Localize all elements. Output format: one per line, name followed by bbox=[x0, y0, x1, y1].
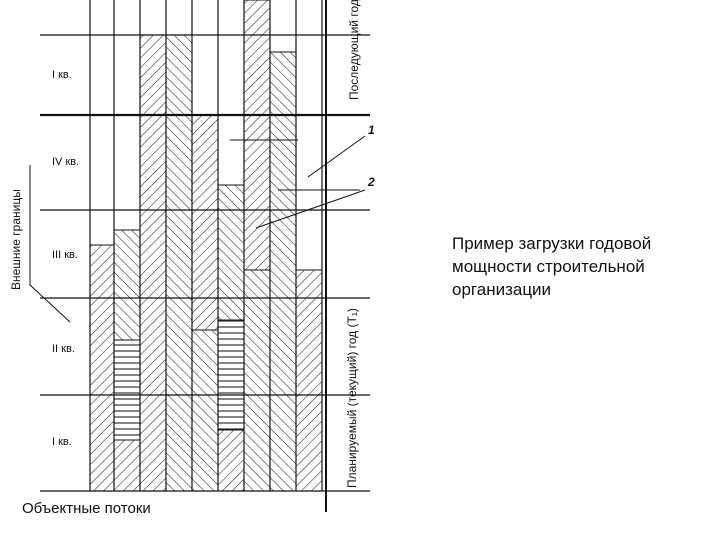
quarter-gridlines bbox=[40, 34, 370, 492]
region bbox=[217, 184, 245, 321]
quarter-label-q3: III кв. bbox=[52, 249, 78, 261]
outer-boundaries-label: Внешние границы bbox=[9, 189, 23, 290]
next-year-label: Последующий год (T₁ + 1) bbox=[347, 0, 361, 100]
planned-year-label: Планируемый (текущий) год (T₁) bbox=[345, 308, 359, 488]
region bbox=[191, 329, 219, 492]
region bbox=[269, 51, 297, 492]
quarter-label-q1: I кв. bbox=[52, 436, 72, 448]
callout-number-2: 2 bbox=[367, 175, 375, 189]
region bbox=[217, 319, 245, 431]
callout-leaders bbox=[230, 135, 366, 229]
region bbox=[165, 34, 193, 492]
region bbox=[113, 229, 141, 341]
diagram-caption: Пример загрузки годовой мощности строите… bbox=[452, 234, 652, 299]
callout-number-1: 1 bbox=[368, 123, 375, 137]
quarter-label-next-q1: I кв. bbox=[52, 69, 72, 81]
region bbox=[217, 429, 245, 492]
object-stream-columns bbox=[89, 0, 327, 512]
region bbox=[243, 0, 271, 271]
region bbox=[89, 244, 115, 492]
hatched-regions bbox=[89, 0, 323, 492]
object-streams-label: Объектные потоки bbox=[22, 500, 151, 517]
region bbox=[295, 269, 323, 492]
quarter-label-q4: IV кв. bbox=[52, 156, 79, 168]
region bbox=[139, 34, 167, 492]
region bbox=[243, 269, 271, 492]
outer-boundary-bracket bbox=[29, 165, 71, 323]
quarter-label-q2: II кв. bbox=[52, 343, 75, 355]
region bbox=[113, 339, 141, 441]
region bbox=[113, 439, 141, 492]
